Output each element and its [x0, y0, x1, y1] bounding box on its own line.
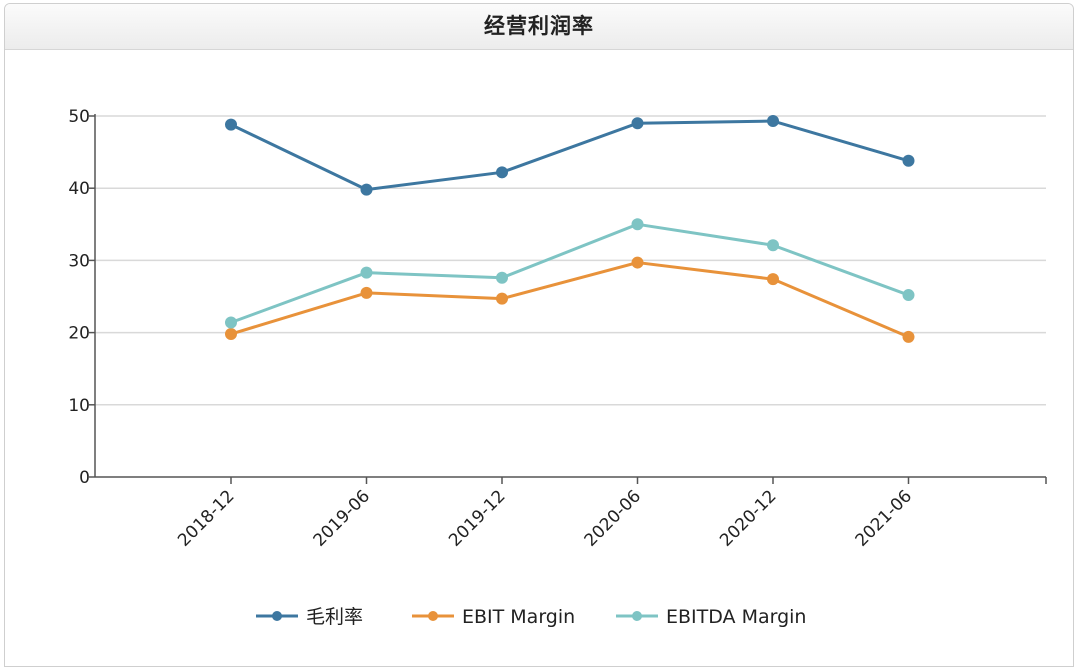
legend-label: 毛利率	[306, 606, 363, 628]
data-point	[631, 117, 644, 130]
x-tick-label: 2020-12	[716, 486, 780, 550]
legend-swatch-marker	[272, 611, 282, 621]
data-point	[496, 292, 508, 305]
data-point	[902, 154, 915, 167]
series-2	[225, 218, 915, 329]
y-tick-label: 50	[68, 107, 90, 127]
y-tick-label: 10	[68, 396, 90, 416]
series-1	[225, 256, 915, 343]
data-point	[225, 328, 237, 341]
data-point	[225, 316, 237, 329]
data-point	[496, 166, 508, 179]
series-line	[230, 261, 910, 339]
chart-title: 经营利润率	[5, 4, 1073, 50]
x-tick-label: 2021-06	[852, 486, 916, 550]
y-tick-label: 0	[79, 468, 90, 488]
grid-lines	[95, 115, 1046, 406]
legend-label: EBITDA Margin	[666, 606, 806, 628]
legend-swatch-marker	[428, 611, 438, 621]
data-point	[767, 239, 779, 252]
series-0	[225, 115, 915, 196]
data-point	[496, 271, 508, 284]
series-line	[230, 222, 910, 324]
x-tick-label: 2019-12	[445, 486, 509, 550]
x-tick-label: 2020-06	[581, 486, 645, 550]
series-line	[230, 119, 909, 192]
legend-item: EBITDA Margin	[616, 606, 806, 628]
data-point	[902, 330, 915, 343]
y-tick-label: 30	[68, 251, 90, 271]
legend: 毛利率 EBIT Margin EBITDA Margin	[256, 606, 806, 628]
x-tick-label: 2018-12	[174, 486, 238, 550]
data-point	[360, 286, 373, 299]
data-point	[360, 183, 373, 196]
data-point	[360, 266, 373, 279]
y-tick-label: 40	[68, 179, 90, 199]
y-tick-label: 20	[68, 324, 90, 344]
legend-label: EBIT Margin	[462, 606, 575, 628]
x-tick-label: 2019-06	[310, 486, 374, 550]
legend-item: EBIT Margin	[412, 606, 575, 628]
data-point	[631, 256, 644, 269]
data-point	[902, 289, 915, 302]
data-point	[631, 218, 644, 231]
legend-item: 毛利率	[256, 606, 363, 628]
data-point	[225, 118, 237, 131]
axes: 0 10 20 30 40 50 2018-12 2019-06 2019-12 2020-06 2…	[68, 107, 1047, 551]
data-point	[767, 273, 779, 286]
series-layer	[225, 115, 915, 343]
legend-swatch-marker	[632, 611, 642, 621]
data-point	[767, 115, 779, 128]
chart-panel: 经营利润率	[4, 3, 1074, 667]
